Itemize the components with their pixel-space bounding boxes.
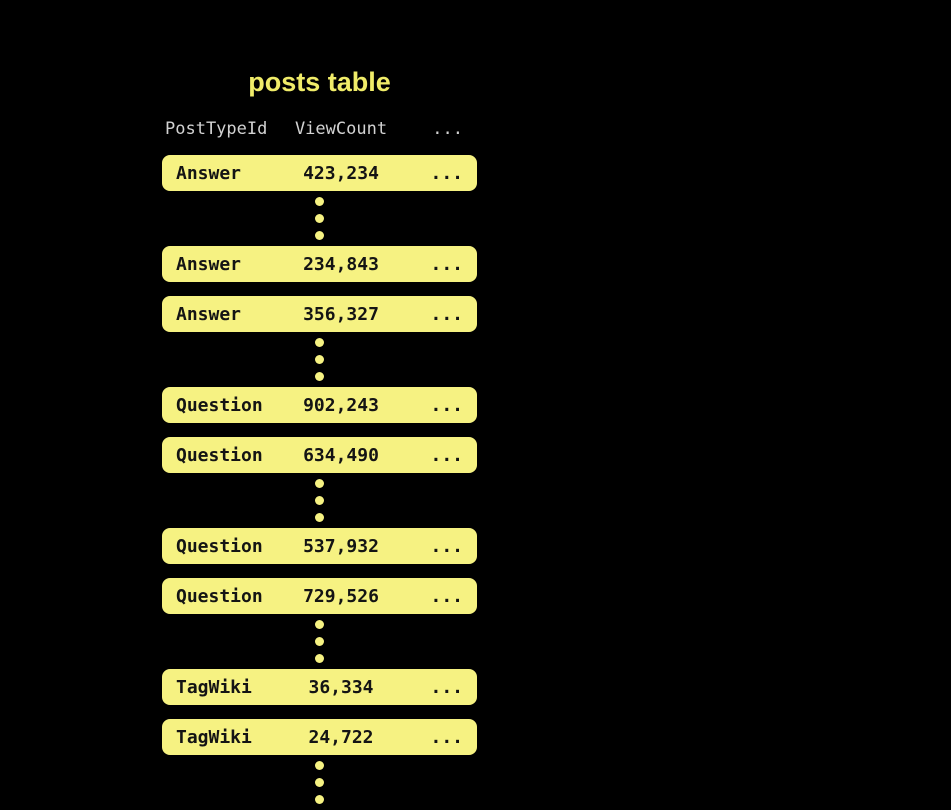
column-header-posttypeid: PostTypeId [165,119,268,139]
dot-icon [315,231,324,240]
vertical-ellipsis-icon [162,338,477,381]
table-row: Question 902,243 ... [162,387,477,423]
table-row: Question 729,526 ... [162,578,477,614]
cell-post-type: Answer [176,162,242,184]
cell-view-count: 423,234 [303,162,379,184]
cell-more: ... [430,535,463,557]
posts-table-diagram: posts table PostTypeId ViewCount ... Ans… [162,0,477,810]
cell-view-count: 356,327 [303,303,379,325]
cell-more: ... [430,585,463,607]
cell-more: ... [430,253,463,275]
cell-post-type: Answer [176,253,242,275]
cell-post-type: Question [176,535,263,557]
cell-post-type: TagWiki [176,726,252,748]
vertical-ellipsis-icon [162,479,477,522]
dot-icon [315,214,324,223]
column-header-ellipsis: ... [432,119,463,139]
cell-more: ... [430,162,463,184]
cell-more: ... [430,444,463,466]
dot-icon [315,778,324,787]
cell-view-count: 537,932 [303,535,379,557]
dot-icon [315,479,324,488]
dot-icon [315,637,324,646]
cell-post-type: Question [176,394,263,416]
cell-view-count: 36,334 [308,676,374,698]
dot-icon [315,338,324,347]
page-title: posts table [248,67,391,97]
cell-view-count: 24,722 [308,726,374,748]
dot-icon [315,654,324,663]
cell-post-type: Question [176,444,263,466]
dot-icon [315,197,324,206]
dot-icon [315,372,324,381]
table-row: TagWiki 36,334 ... [162,669,477,705]
table-row: TagWiki 24,722 ... [162,719,477,755]
vertical-ellipsis-icon [162,761,477,804]
table-row: Question 537,932 ... [162,528,477,564]
dot-icon [315,761,324,770]
table-row: Answer 234,843 ... [162,246,477,282]
cell-more: ... [430,676,463,698]
table-header: PostTypeId ViewCount ... [162,119,477,139]
table-row: Answer 423,234 ... [162,155,477,191]
dot-icon [315,355,324,364]
dot-icon [315,513,324,522]
cell-view-count: 902,243 [303,394,379,416]
cell-more: ... [430,726,463,748]
cell-post-type: TagWiki [176,676,252,698]
table-row: Answer 356,327 ... [162,296,477,332]
column-header-viewcount: ViewCount [294,119,388,139]
cell-more: ... [430,303,463,325]
table-row: Question 634,490 ... [162,437,477,473]
cell-more: ... [430,394,463,416]
vertical-ellipsis-icon [162,197,477,240]
dot-icon [315,496,324,505]
cell-post-type: Question [176,585,263,607]
vertical-ellipsis-icon [162,620,477,663]
dot-icon [315,620,324,629]
cell-view-count: 729,526 [303,585,379,607]
dot-icon [315,795,324,804]
cell-post-type: Answer [176,303,242,325]
cell-view-count: 634,490 [303,444,379,466]
cell-view-count: 234,843 [303,253,379,275]
